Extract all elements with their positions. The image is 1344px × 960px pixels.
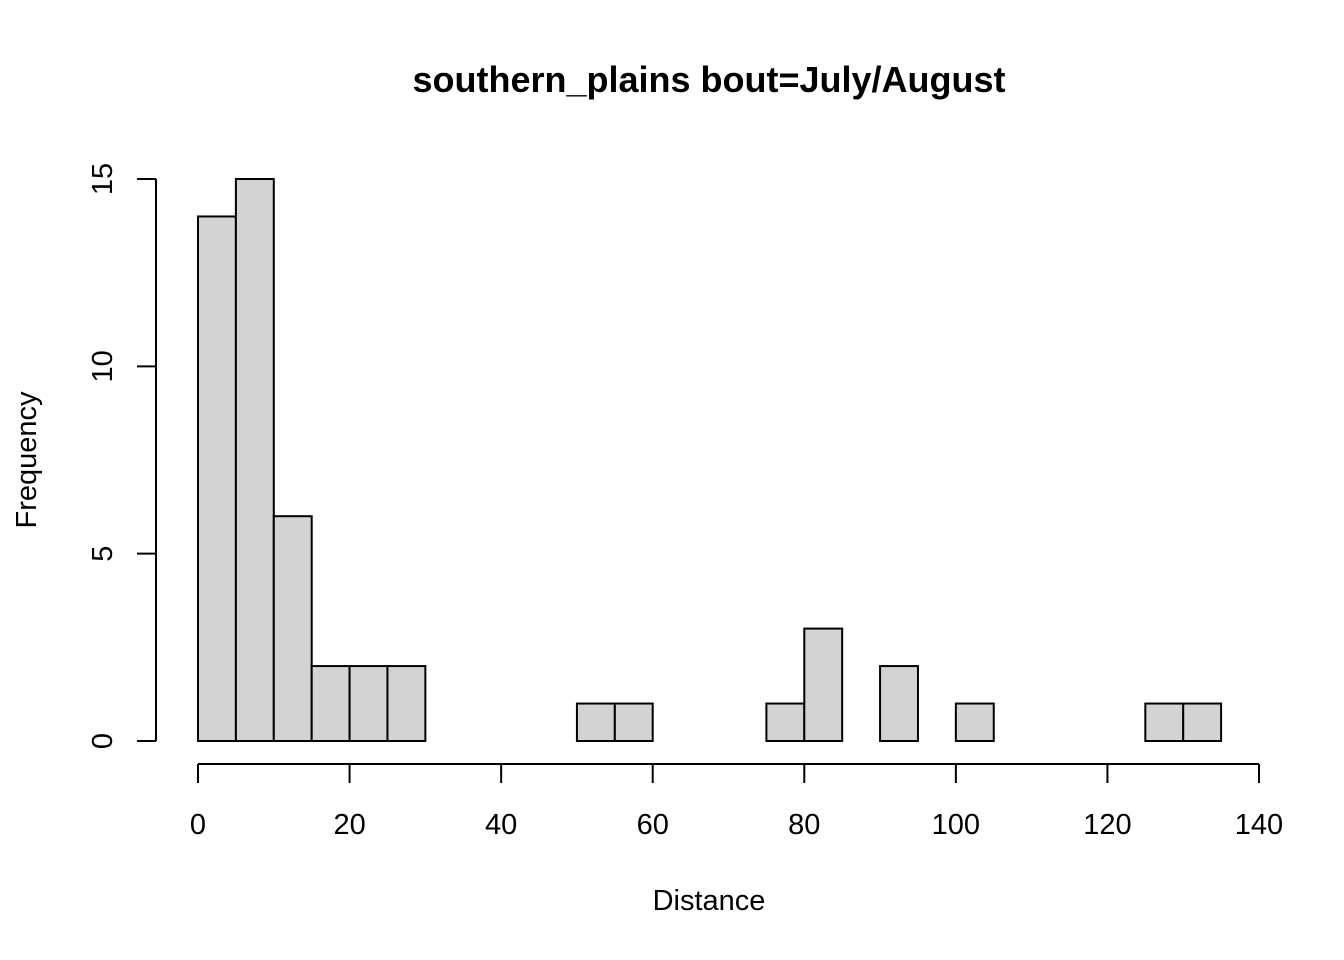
histogram-bar-3 [310, 665, 351, 742]
y-tick-label-0: 0 [87, 733, 119, 749]
histogram-bar-16 [803, 627, 844, 742]
y-tick-label-10: 10 [87, 350, 119, 382]
histogram-bar-0 [197, 215, 237, 742]
histogram-bar-20 [954, 702, 995, 742]
x-tick-label-0: 0 [190, 809, 206, 841]
y-axis-label: Frequency [11, 391, 43, 529]
bars-group [197, 178, 1223, 743]
x-tick-label-40: 40 [485, 809, 517, 841]
chart-title: southern_plains bout=July/August [412, 59, 1005, 100]
x-axis-label: Distance [653, 885, 766, 917]
histogram-bar-5 [386, 665, 427, 742]
y-axis: 0 5 10 15 [87, 163, 157, 749]
histogram-bar-15 [765, 702, 806, 742]
x-tick-label-100: 100 [932, 809, 980, 841]
histogram-bar-11 [613, 702, 654, 742]
x-tick-label-140: 140 [1235, 809, 1283, 841]
x-tick-label-60: 60 [637, 809, 669, 841]
histogram-bar-18 [879, 665, 919, 742]
x-tick-label-120: 120 [1083, 809, 1131, 841]
x-tick-label-20: 20 [333, 809, 365, 841]
histogram-bar-1 [234, 178, 275, 742]
y-tick-label-5: 5 [87, 546, 119, 562]
histogram-bar-25 [1144, 702, 1185, 742]
x-axis: 0 20 40 60 80 100 120 140 [190, 763, 1283, 841]
histogram-bar-26 [1182, 702, 1223, 742]
histogram-bar-10 [575, 702, 616, 742]
y-tick-label-15: 15 [87, 163, 119, 195]
histogram-bar-4 [348, 665, 389, 742]
x-tick-label-80: 80 [788, 809, 820, 841]
histogram-bar-2 [272, 515, 313, 743]
